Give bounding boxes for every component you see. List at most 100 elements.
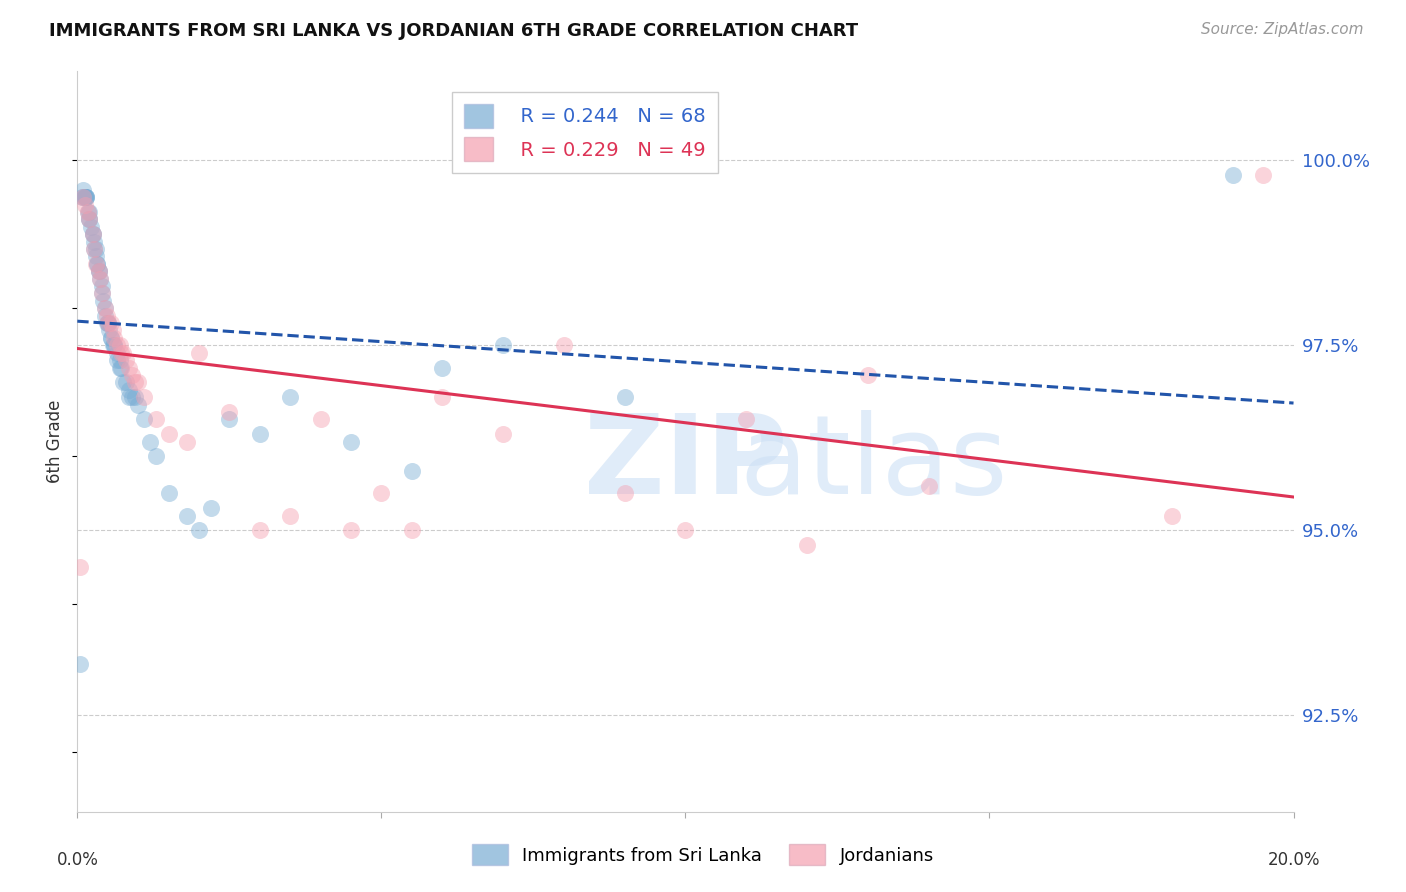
Point (111, 345, 134, 359)
Point (84, 250, 107, 264)
Point (69, 560, 91, 574)
Point (118, 360, 141, 375)
Point (73, 197, 96, 211)
Point (856, 368, 879, 382)
Point (77, 205, 100, 219)
Point (75, 190, 97, 204)
Point (370, 486, 392, 500)
Point (84, 242, 107, 256)
Point (83, 242, 105, 256)
Point (75, 190, 97, 204)
Text: IMMIGRANTS FROM SRI LANKA VS JORDANIAN 6TH GRADE CORRELATION CHART: IMMIGRANTS FROM SRI LANKA VS JORDANIAN 6… (49, 22, 858, 40)
Point (84, 257, 107, 271)
Point (1251, 168, 1274, 182)
Point (105, 338, 128, 352)
Point (110, 345, 132, 359)
Point (83, 242, 105, 256)
Point (97, 324, 120, 338)
Point (218, 405, 240, 419)
Point (77, 205, 100, 219)
Point (105, 345, 128, 359)
Point (249, 427, 271, 442)
Point (80, 219, 103, 234)
Point (124, 376, 146, 390)
Point (103, 331, 125, 345)
Text: 0.0%: 0.0% (56, 851, 98, 869)
Point (89, 271, 111, 285)
Legend:   R = 0.244   N = 68,   R = 0.229   N = 49: R = 0.244 N = 68, R = 0.229 N = 49 (451, 92, 717, 173)
Point (82, 227, 104, 242)
Point (492, 338, 515, 352)
Point (96, 309, 118, 323)
Point (401, 464, 423, 478)
Point (90, 286, 112, 301)
Point (86, 257, 108, 271)
Point (340, 524, 363, 538)
Point (218, 412, 240, 426)
Point (115, 376, 138, 390)
Point (115, 353, 138, 368)
Point (93, 301, 115, 316)
Point (103, 338, 125, 352)
Point (430, 360, 453, 375)
Point (72, 190, 94, 204)
Point (127, 398, 149, 412)
Point (118, 390, 141, 404)
Point (124, 390, 146, 404)
Point (139, 434, 162, 449)
Point (134, 412, 156, 426)
Text: 20.0%: 20.0% (1267, 851, 1320, 869)
Point (127, 376, 149, 390)
Point (188, 524, 211, 538)
Point (82, 227, 104, 242)
Point (111, 376, 134, 390)
Point (79, 205, 101, 219)
Point (108, 360, 131, 375)
Point (75, 190, 97, 204)
Point (145, 450, 167, 464)
Point (69, 657, 91, 671)
Point (97, 316, 120, 330)
Point (918, 479, 941, 493)
Point (86, 257, 108, 271)
Point (101, 324, 124, 338)
Point (79, 212, 101, 227)
Text: atlas: atlas (740, 410, 1008, 517)
Point (492, 427, 515, 442)
Point (796, 538, 818, 552)
Point (96, 316, 118, 330)
Point (82, 227, 104, 242)
Point (249, 524, 271, 538)
Point (72, 183, 94, 197)
Point (1161, 508, 1184, 523)
Point (72, 190, 94, 204)
Point (103, 338, 125, 352)
Point (118, 383, 141, 397)
Point (613, 390, 636, 404)
Point (340, 434, 363, 449)
Point (100, 331, 122, 345)
Point (108, 353, 131, 368)
Y-axis label: 6th Grade: 6th Grade (46, 400, 65, 483)
Point (90, 286, 112, 301)
Point (93, 309, 115, 323)
Point (735, 412, 758, 426)
Point (87, 264, 110, 278)
Point (93, 301, 115, 316)
Point (89, 271, 111, 285)
Point (200, 501, 222, 516)
Point (121, 390, 143, 404)
Point (90, 279, 112, 293)
Point (100, 331, 122, 345)
Point (613, 486, 636, 500)
Point (97, 316, 120, 330)
Point (79, 212, 101, 227)
Point (91, 293, 114, 308)
Point (309, 412, 332, 426)
Point (675, 524, 697, 538)
Point (105, 353, 128, 368)
Point (75, 190, 97, 204)
Point (87, 264, 110, 278)
Legend: Immigrants from Sri Lanka, Jordanians: Immigrants from Sri Lanka, Jordanians (464, 837, 942, 872)
Point (401, 524, 423, 538)
